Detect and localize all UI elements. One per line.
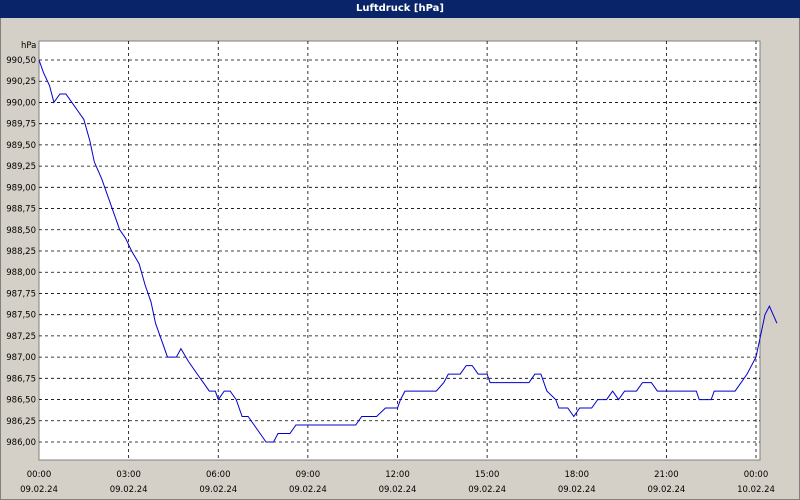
x-tick-date: 10.02.24 <box>737 485 775 495</box>
chart-title: Luftdruck [hPa] <box>0 0 800 18</box>
y-tick-label: 986,25 <box>6 417 36 427</box>
y-tick-label: 990,00 <box>6 98 36 108</box>
y-unit-label: hPa <box>21 41 36 51</box>
x-tick-time: 18:00 <box>565 470 590 480</box>
y-tick-label: 990,50 <box>6 56 36 66</box>
y-tick-label: 987,00 <box>6 353 36 363</box>
y-tick-label: 989,00 <box>6 183 36 193</box>
x-tick-date: 09.02.24 <box>20 485 58 495</box>
x-tick-date: 09.02.24 <box>558 485 596 495</box>
x-tick-date: 09.02.24 <box>110 485 148 495</box>
x-tick-date: 09.02.24 <box>468 485 506 495</box>
y-tick-label: 988,00 <box>6 268 36 278</box>
y-tick-label: 990,25 <box>6 77 36 87</box>
x-tick-time: 03:00 <box>116 470 141 480</box>
x-tick-date: 09.02.24 <box>647 485 685 495</box>
y-tick-label: 986,50 <box>6 396 36 406</box>
y-tick-label: 987,50 <box>6 311 36 321</box>
y-tick-label: 989,50 <box>6 141 36 151</box>
y-tick-label: 987,25 <box>6 332 36 342</box>
y-tick-label: 986,00 <box>6 438 36 448</box>
x-tick-time: 15:00 <box>475 470 500 480</box>
y-tick-label: 989,75 <box>6 120 36 130</box>
y-tick-label: 987,75 <box>6 289 36 299</box>
y-tick-label: 988,25 <box>6 247 36 257</box>
y-tick-label: 988,75 <box>6 205 36 215</box>
x-tick-time: 21:00 <box>654 470 679 480</box>
y-tick-label: 989,25 <box>6 162 36 172</box>
y-tick-label: 986,75 <box>6 374 36 384</box>
x-tick-date: 09.02.24 <box>289 485 327 495</box>
x-tick-time: 00:00 <box>27 470 52 480</box>
x-tick-time: 00:00 <box>744 470 769 480</box>
series-line-pressure <box>38 59 778 443</box>
x-tick-time: 12:00 <box>385 470 410 480</box>
plot-area <box>38 40 761 461</box>
x-tick-date: 09.02.24 <box>379 485 417 495</box>
x-tick-time: 09:00 <box>296 470 321 480</box>
x-tick-date: 09.02.24 <box>199 485 237 495</box>
x-tick-time: 06:00 <box>206 470 231 480</box>
y-tick-label: 988,50 <box>6 226 36 236</box>
